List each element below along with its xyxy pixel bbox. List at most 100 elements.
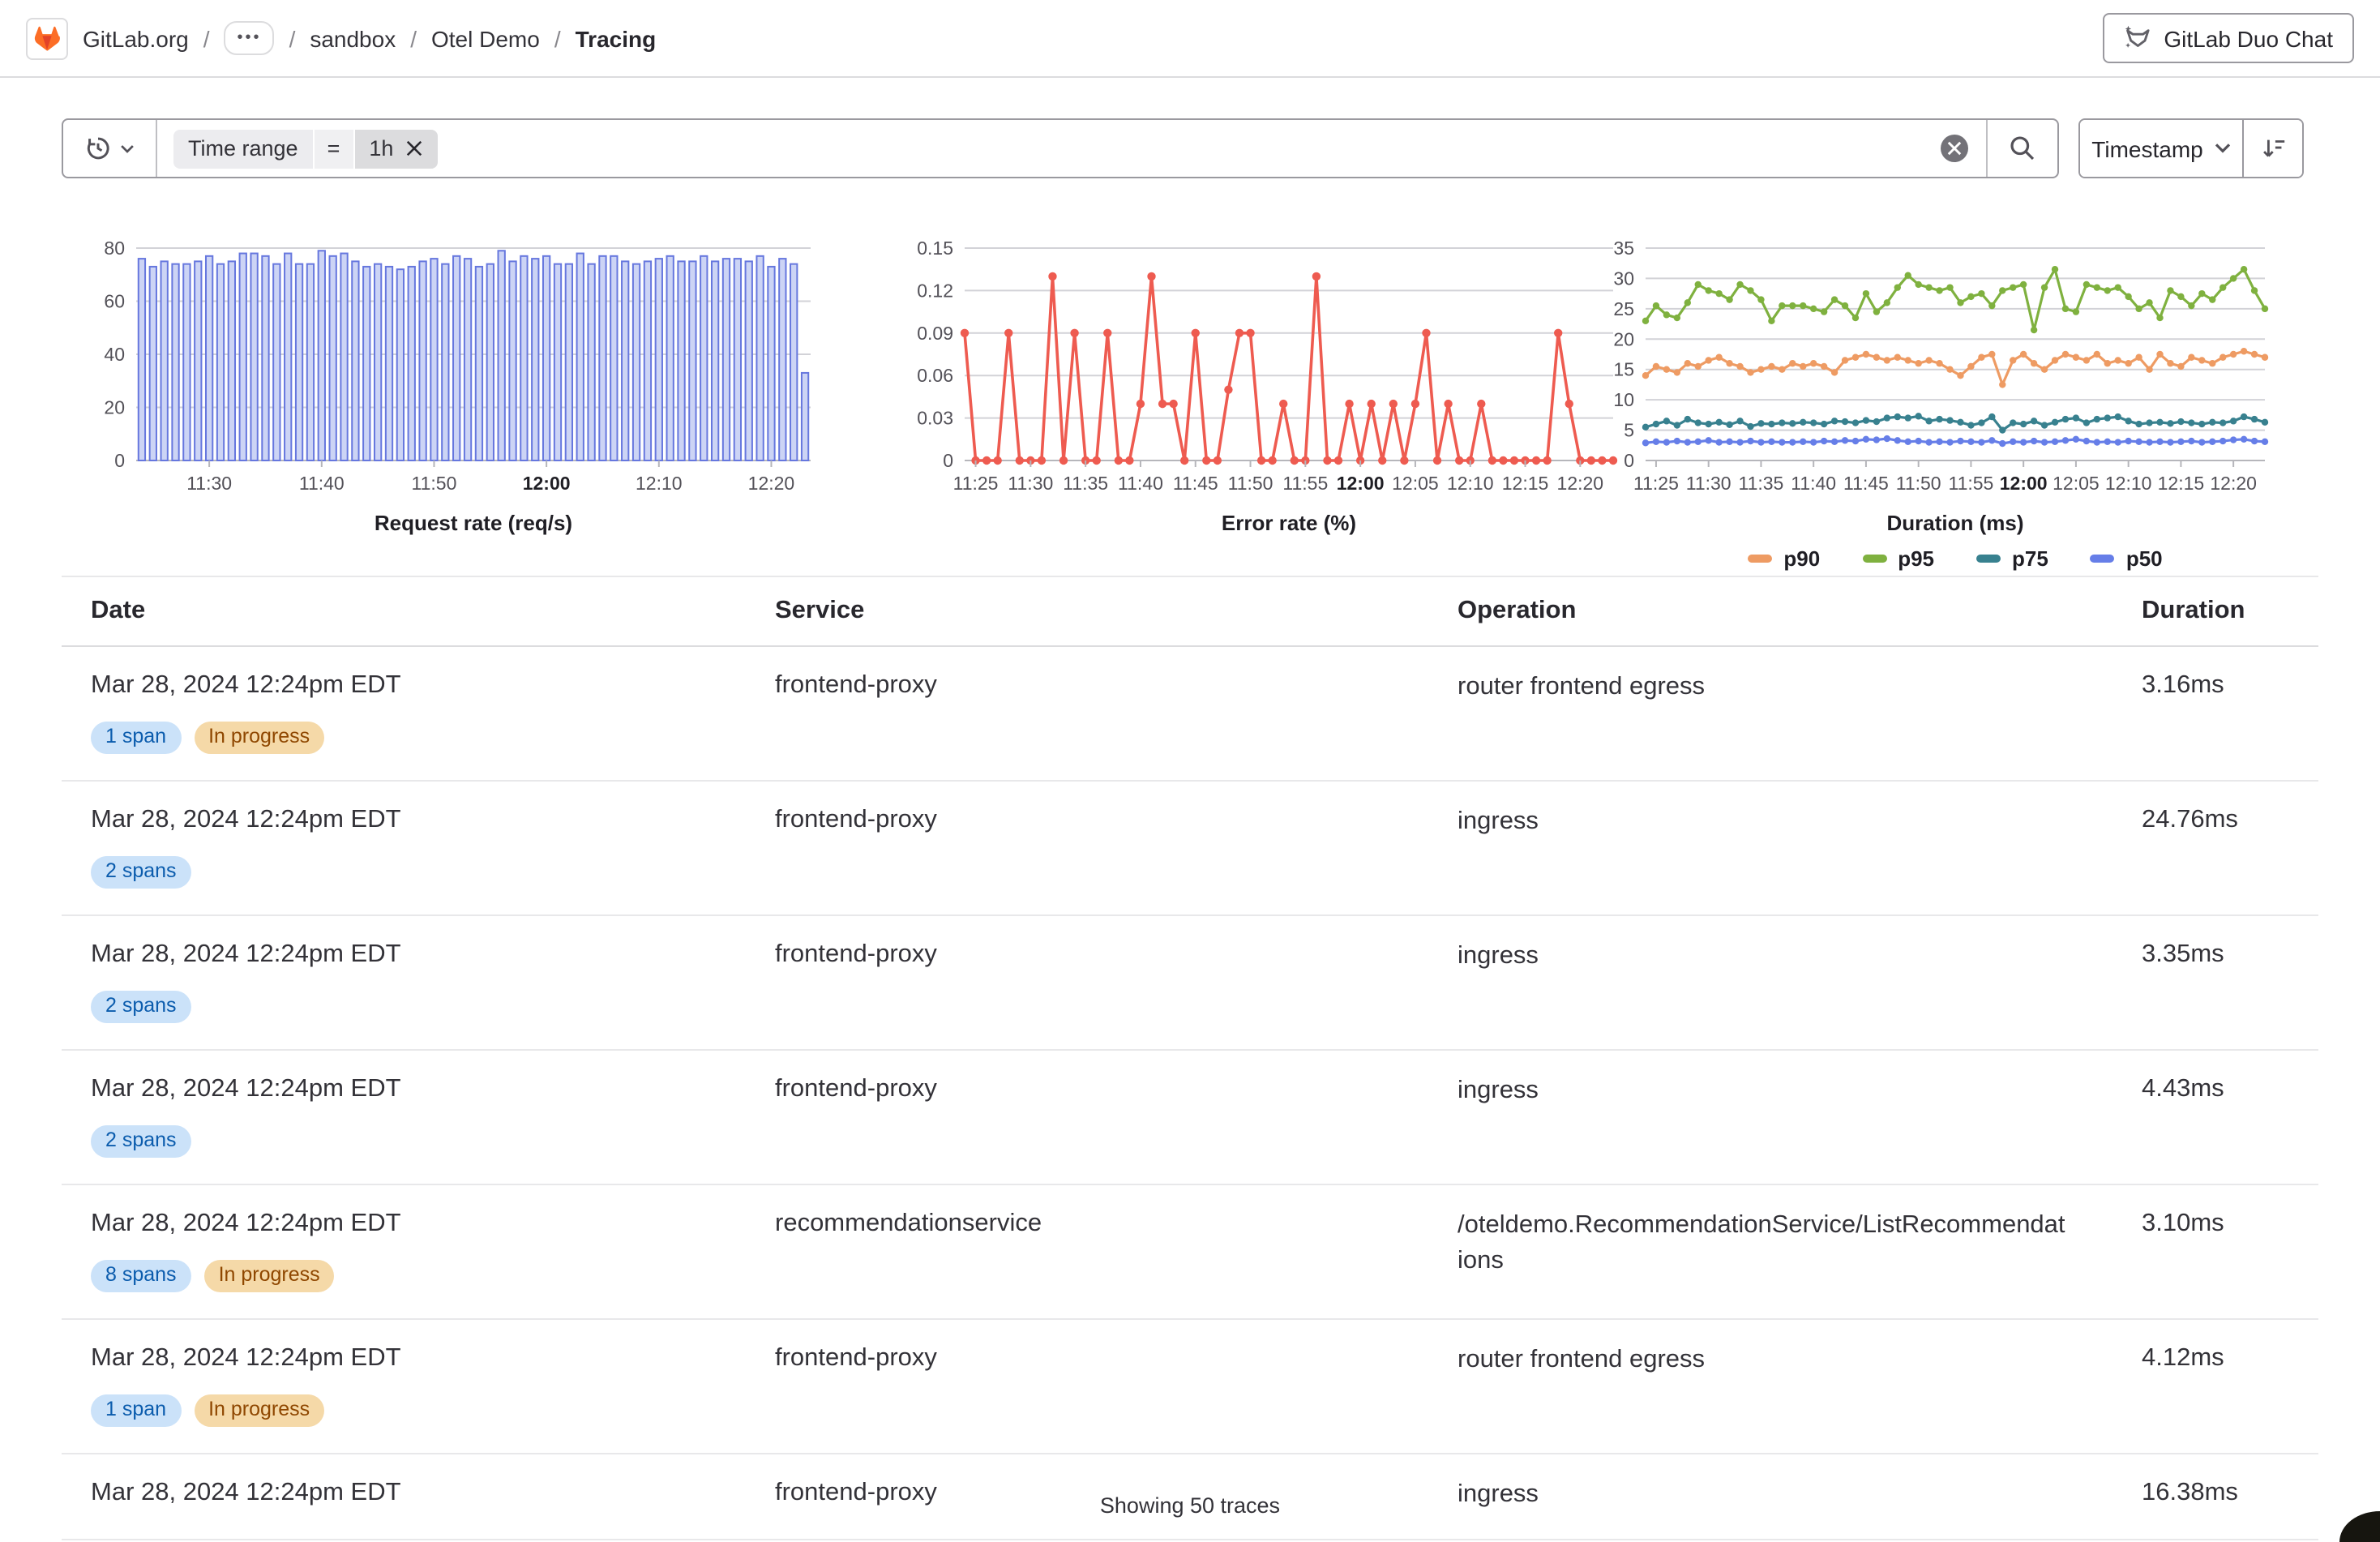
breadcrumb-current-page: Tracing [575,25,657,51]
svg-text:11:30: 11:30 [1008,473,1053,494]
trace-badges: 2 spans [91,1124,775,1158]
filtered-search-box[interactable]: Time range = 1h [62,118,2059,178]
filter-token-key[interactable]: Time range [173,129,313,168]
svg-text:11:40: 11:40 [1791,473,1836,494]
svg-text:12:20: 12:20 [2210,473,2257,494]
token-close-icon[interactable] [405,139,422,157]
table-row[interactable]: Mar 28, 2024 12:24pm EDT frontend-proxy in… [62,1454,2318,1540]
search-history-dropdown[interactable] [63,120,157,177]
chevron-down-icon [120,143,135,153]
traces-table-header: Date Service Operation Duration [62,576,2318,647]
svg-text:0.12: 0.12 [917,280,953,301]
table-row[interactable]: Mar 28, 2024 12:24pm EDT 2 spans frontend-… [62,782,2318,916]
duo-chat-label: GitLab Duo Chat [2164,25,2333,51]
traces-table-body: Mar 28, 2024 12:24pm EDT 1 span In progres… [62,647,2318,1540]
table-row[interactable]: Mar 28, 2024 12:24pm EDT 2 spans frontend-… [62,1051,2318,1185]
legend-swatch [1976,555,2001,563]
trace-duration: 4.12ms [2142,1343,2224,1372]
span-count-badge: 1 span [91,1394,182,1427]
column-header-duration: Duration [2142,597,2245,624]
svg-text:12:15: 12:15 [1502,473,1549,494]
trace-operation: ingress [1458,807,1539,835]
breadcrumb-ellipsis-button[interactable]: ••• [224,21,275,55]
svg-text:0: 0 [114,450,125,471]
svg-text:11:35: 11:35 [1063,473,1108,494]
search-button[interactable] [1986,120,2057,177]
svg-text:12:00: 12:00 [523,473,571,494]
trace-date: Mar 28, 2024 12:24pm EDT [91,1478,401,1506]
breadcrumb-root[interactable]: GitLab.org [83,25,189,51]
span-count-badge: 1 span [91,721,182,754]
clear-search-button[interactable] [1941,135,1968,162]
duration-chart-legend: p90 p95 p75 p50 [1565,546,2281,571]
breadcrumb-item-sandbox[interactable]: sandbox [310,25,396,51]
sort-descending-icon [2259,135,2287,162]
search-icon [2009,135,2036,162]
legend-item-p90[interactable]: p90 [1748,546,1820,571]
svg-text:11:25: 11:25 [953,473,999,494]
trace-operation: router frontend egress [1458,1345,1706,1373]
legend-item-p95[interactable]: p95 [1862,546,1934,571]
svg-text:40: 40 [104,344,125,365]
svg-text:80: 80 [104,238,125,259]
legend-label: p90 [1783,546,1821,571]
svg-text:11:45: 11:45 [1173,473,1218,494]
trace-operation: ingress [1458,941,1539,970]
trace-date: Mar 28, 2024 12:24pm EDT [91,1074,401,1103]
trace-operation: ingress [1458,1480,1539,1508]
trace-badges: 2 spans [91,990,775,1023]
trace-duration: 3.16ms [2142,671,2224,699]
breadcrumb-separator: / [289,25,296,51]
filter-token-value[interactable]: 1h [354,129,438,168]
gitlab-duo-chat-button[interactable]: GitLab Duo Chat [2102,13,2354,63]
filter-token-value-text: 1h [369,136,394,161]
svg-text:0.06: 0.06 [917,365,953,386]
trace-duration: 24.76ms [2142,805,2238,833]
trace-service: frontend-proxy [775,940,937,968]
svg-text:12:05: 12:05 [2053,473,2100,494]
svg-text:10: 10 [1613,389,1634,410]
svg-text:0: 0 [1624,450,1634,471]
trace-operation: /oteldemo.RecommendationService/ListReco… [1458,1210,2065,1275]
column-header-date: Date [91,597,146,624]
svg-text:30: 30 [1613,268,1634,289]
duration-chart: 0 5 10 15 20 25 30 35 11:25 11:30 11:35 11:40 11:45 1… [1565,235,2281,571]
svg-text:11:25: 11:25 [1633,473,1679,494]
in-progress-badge: In progress [203,1259,335,1292]
svg-text:Duration (ms): Duration (ms) [1887,511,2024,535]
svg-text:0: 0 [943,450,953,471]
svg-text:11:40: 11:40 [1118,473,1163,494]
table-row[interactable]: Mar 28, 2024 12:24pm EDT 1 span In progres… [62,1319,2318,1454]
trace-date: Mar 28, 2024 12:24pm EDT [91,805,401,833]
breadcrumb: GitLab.org / ••• / sandbox / Otel Demo /… [26,17,656,59]
request-rate-chart: 0 20 40 60 80 11:30 11:40 11:50 12:00 12:10 12:20 R… [62,235,824,546]
gitlab-logo-avatar[interactable] [26,17,68,59]
legend-item-p75[interactable]: p75 [1976,546,2048,571]
svg-text:5: 5 [1624,420,1634,441]
column-header-operation: Operation [1458,597,1577,624]
trace-service: frontend-proxy [775,1074,937,1103]
breadcrumb-item-otel-demo[interactable]: Otel Demo [431,25,540,51]
table-row[interactable]: Mar 28, 2024 12:24pm EDT 2 spans frontend-… [62,916,2318,1051]
trace-operation: ingress [1458,1076,1539,1104]
span-count-badge: 2 spans [91,855,191,889]
svg-text:0.09: 0.09 [917,323,953,344]
legend-swatch [2090,555,2115,563]
legend-label: p95 [1898,546,1934,571]
breadcrumb-separator: / [410,25,417,51]
filter-token-operator[interactable]: = [314,129,353,168]
svg-text:25: 25 [1613,298,1634,319]
clear-icon [1947,141,1962,156]
svg-text:12:10: 12:10 [1447,473,1494,494]
top-bar: GitLab.org / ••• / sandbox / Otel Demo /… [0,0,2380,78]
sort-field-dropdown[interactable]: Timestamp [2080,120,2244,177]
chevron-down-icon [2215,143,2231,154]
trace-duration: 4.43ms [2142,1074,2224,1103]
legend-label: p50 [2125,546,2163,571]
legend-item-p50[interactable]: p50 [2090,546,2163,571]
table-row[interactable]: Mar 28, 2024 12:24pm EDT 1 span In progres… [62,647,2318,782]
table-row[interactable]: Mar 28, 2024 12:24pm EDT 8 spans In progre… [62,1184,2318,1320]
svg-text:0.03: 0.03 [917,408,953,429]
sort-direction-button[interactable] [2244,120,2302,177]
trace-duration: 3.35ms [2142,940,2224,968]
